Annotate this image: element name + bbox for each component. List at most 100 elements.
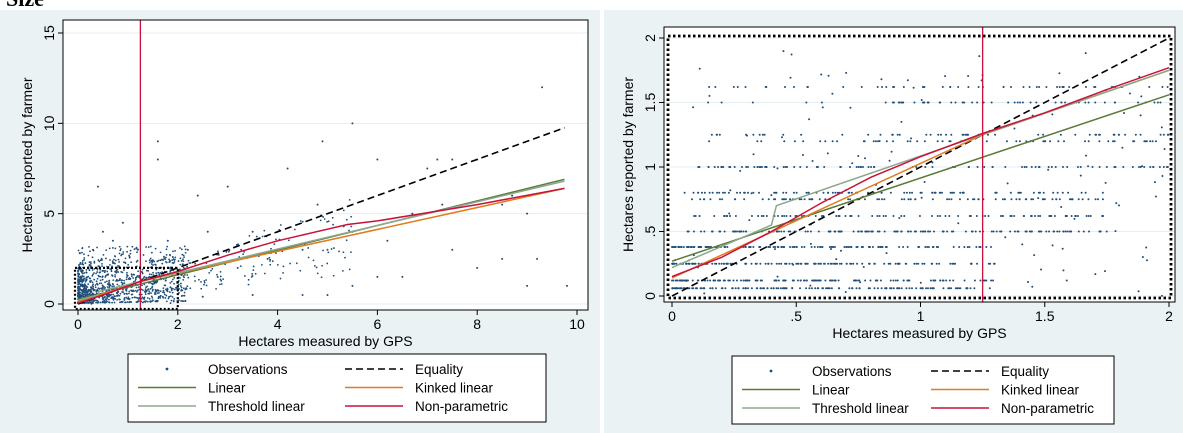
observation-point — [1114, 166, 1117, 168]
observation-point — [814, 262, 817, 265]
observation-point — [84, 301, 87, 304]
observation-point — [1161, 86, 1164, 89]
observation-point — [816, 245, 819, 248]
observation-point — [868, 262, 871, 265]
observation-point — [101, 262, 103, 265]
observation-point — [169, 269, 172, 272]
observation-point — [783, 245, 786, 248]
observation-point — [78, 295, 81, 297]
observation-point — [269, 258, 272, 261]
observation-point — [850, 245, 853, 248]
observation-point — [1059, 133, 1062, 136]
observation-point — [312, 259, 315, 262]
observation-point — [892, 279, 895, 282]
observation-point — [708, 191, 711, 194]
observation-point — [205, 279, 208, 281]
observation-point — [1030, 230, 1033, 233]
observation-point — [742, 287, 745, 290]
observation-point — [130, 275, 133, 278]
observation-point — [181, 253, 184, 256]
observation-point — [1010, 198, 1013, 201]
observation-point — [93, 267, 96, 270]
observation-point — [116, 270, 118, 273]
observation-point — [1166, 86, 1169, 89]
observation-point — [879, 245, 882, 248]
observation-point — [793, 245, 796, 248]
observation-point — [747, 287, 750, 290]
observation-point — [870, 166, 873, 168]
observation-point — [884, 287, 887, 290]
observation-point — [1056, 191, 1059, 194]
observation-point — [890, 287, 893, 290]
observation-point — [803, 245, 806, 248]
observation-point — [131, 296, 134, 299]
observation-point — [915, 262, 918, 265]
observation-point — [147, 276, 150, 279]
observation-point — [797, 262, 800, 265]
observation-point — [101, 230, 104, 233]
observation-point — [994, 191, 997, 194]
observation-point — [152, 264, 154, 266]
observation-point — [441, 203, 444, 206]
observation-point — [735, 191, 738, 194]
observation-point — [276, 263, 279, 266]
observation-point — [301, 293, 304, 296]
observation-point — [755, 279, 758, 282]
observation-point — [814, 287, 817, 290]
observation-point — [835, 215, 838, 218]
observation-point — [745, 262, 748, 265]
observation-point — [879, 279, 882, 282]
observation-point — [169, 282, 172, 284]
observation-point — [501, 203, 504, 206]
x-tick-label: 0 — [74, 316, 82, 332]
observation-point — [92, 283, 94, 286]
legend-symbol-observations — [165, 367, 169, 371]
observation-point — [721, 287, 724, 290]
observation-point — [845, 245, 848, 248]
observation-point — [242, 253, 245, 256]
observation-point — [762, 287, 765, 290]
observation-point — [709, 287, 712, 290]
observation-point — [1031, 285, 1034, 288]
observation-point — [800, 198, 803, 201]
observation-point — [97, 259, 100, 261]
observation-point — [161, 262, 164, 265]
observation-point — [99, 279, 102, 282]
observation-point — [1042, 133, 1045, 136]
observation-point — [909, 230, 912, 233]
observation-point — [111, 296, 114, 299]
observation-point — [710, 133, 713, 136]
observation-point — [319, 219, 322, 222]
y-tick-label: 10 — [41, 115, 57, 131]
observation-point — [929, 230, 932, 233]
legend-label-equality: Equality — [1001, 364, 1049, 379]
observation-point — [184, 251, 187, 254]
observation-point — [830, 245, 833, 248]
observation-point — [120, 281, 123, 284]
observation-point — [112, 279, 115, 282]
observation-point — [130, 289, 132, 292]
observation-point — [948, 279, 951, 282]
observation-point — [110, 270, 113, 273]
observation-point — [322, 216, 325, 218]
observation-point — [252, 269, 255, 272]
observation-point — [1009, 215, 1012, 218]
observation-point — [1028, 86, 1031, 89]
observation-point — [770, 194, 773, 197]
observation-point — [1084, 52, 1087, 55]
observation-point — [855, 166, 858, 168]
observation-point — [169, 286, 172, 289]
observation-point — [166, 239, 169, 242]
observation-point — [759, 262, 762, 265]
observation-point — [113, 258, 115, 261]
observation-point — [526, 284, 529, 287]
observation-point — [96, 246, 98, 249]
observation-point — [965, 287, 968, 290]
observation-point — [170, 287, 173, 290]
observation-point — [120, 254, 123, 257]
observation-point — [958, 198, 961, 201]
observation-point — [90, 287, 93, 289]
observation-point — [386, 239, 389, 242]
y-tick-label: 2 — [642, 34, 658, 42]
